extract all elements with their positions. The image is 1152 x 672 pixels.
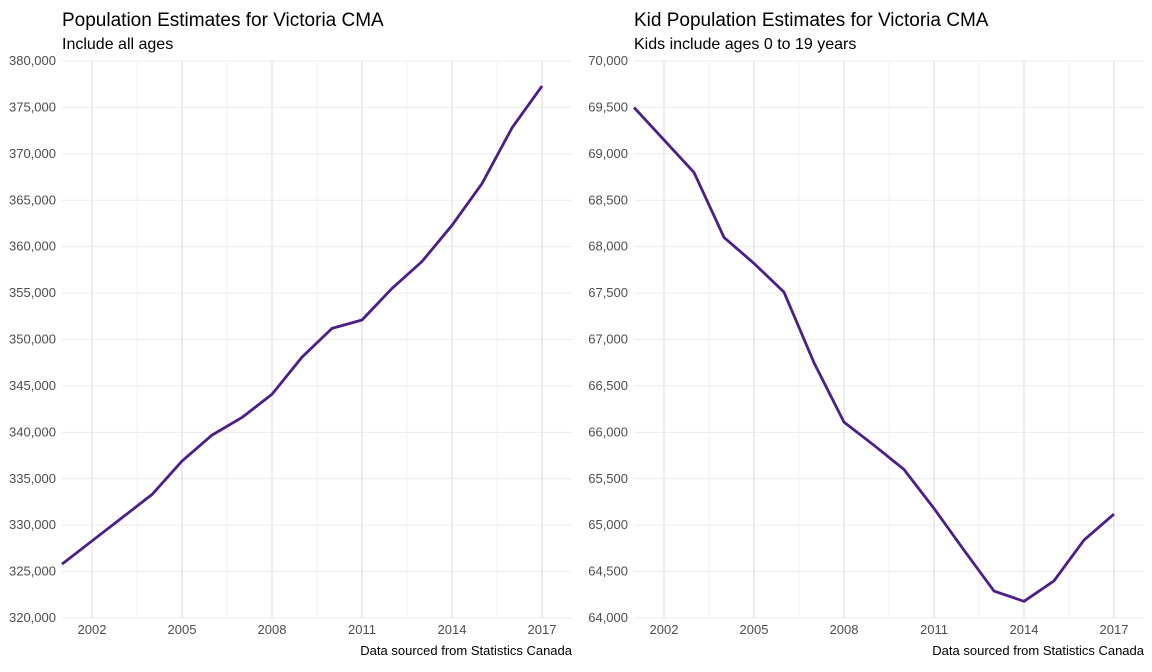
x-tick-label: 2008 <box>830 622 859 637</box>
x-tick-label: 2014 <box>438 622 467 637</box>
y-tick-label: 67,500 <box>588 285 628 300</box>
population-chart-plot: 320,000 325,000 330,000 335,000 340,000 345,0… <box>9 53 572 637</box>
x-tick-label: 2002 <box>78 622 107 637</box>
series-line <box>632 106 1115 603</box>
y-tick-label: 67,000 <box>588 332 628 347</box>
x-tick-label: 2005 <box>168 622 197 637</box>
y-tick-label: 65,500 <box>588 471 628 486</box>
y-tick-label: 64,500 <box>588 564 628 579</box>
y-tick-label: 320,000 <box>9 610 56 625</box>
y-tick-label: 380,000 <box>9 53 56 68</box>
series-line <box>61 85 544 566</box>
y-tick-label: 335,000 <box>9 471 56 486</box>
chart-subtitle: Include all ages <box>62 36 174 53</box>
y-tick-label: 70,000 <box>588 53 628 68</box>
chart-caption: Data sourced from Statistics Canada <box>932 643 1144 658</box>
x-tick-label: 2008 <box>258 622 287 637</box>
population-chart: 320,000 325,000 330,000 335,000 340,000 345,0… <box>9 10 572 658</box>
y-tick-label: 350,000 <box>9 332 56 347</box>
y-tick-label: 325,000 <box>9 564 56 579</box>
y-tick-label: 68,500 <box>588 192 628 207</box>
y-tick-label: 66,000 <box>588 424 628 439</box>
y-tick-label: 68,000 <box>588 239 628 254</box>
y-tick-label: 69,500 <box>588 99 628 114</box>
y-tick-label: 360,000 <box>9 239 56 254</box>
y-tick-label: 330,000 <box>9 517 56 532</box>
y-tick-label: 65,000 <box>588 517 628 532</box>
y-tick-label: 340,000 <box>9 424 56 439</box>
y-tick-label: 69,000 <box>588 146 628 161</box>
x-tick-label: 2005 <box>740 622 769 637</box>
chart-subtitle: Kids include ages 0 to 19 years <box>634 36 857 53</box>
x-tick-label: 2002 <box>650 622 679 637</box>
y-tick-label: 66,500 <box>588 378 628 393</box>
x-tick-label: 2017 <box>1100 622 1129 637</box>
y-tick-label: 375,000 <box>9 99 56 114</box>
y-tick-label: 355,000 <box>9 285 56 300</box>
chart-caption: Data sourced from Statistics Canada <box>360 643 572 658</box>
chart-title: Kid Population Estimates for Victoria CM… <box>634 10 989 31</box>
kid-population-chart-plot: 64,000 64,500 65,000 65,500 66,000 66,500 67,0… <box>588 53 1144 637</box>
x-tick-label: 2017 <box>528 622 557 637</box>
x-tick-label: 2011 <box>348 622 376 637</box>
kid-population-chart: 64,000 64,500 65,000 65,500 66,000 66,500 67,0… <box>576 0 1152 672</box>
y-tick-label: 365,000 <box>9 192 56 207</box>
x-tick-label: 2011 <box>920 622 948 637</box>
chart-title: Population Estimates for Victoria CMA <box>62 10 384 31</box>
y-tick-label: 345,000 <box>9 378 56 393</box>
x-tick-label: 2014 <box>1010 622 1039 637</box>
y-tick-label: 370,000 <box>9 146 56 161</box>
y-tick-label: 64,000 <box>588 610 628 625</box>
